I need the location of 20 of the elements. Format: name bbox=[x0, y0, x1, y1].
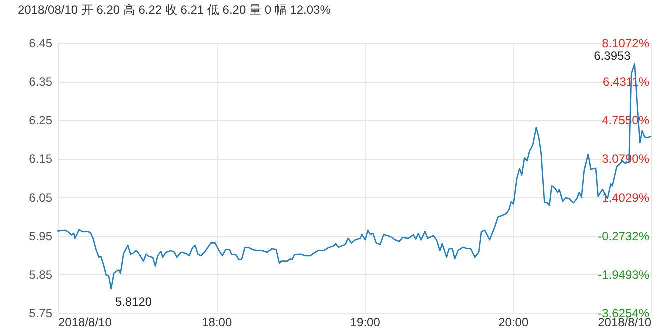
x-tick-label: 2018/8/10 bbox=[58, 316, 112, 330]
x-tick-label: 18:00 bbox=[202, 316, 232, 330]
annotation: 6.3953 bbox=[594, 49, 632, 64]
y-tick-label: 6.35 bbox=[29, 75, 53, 90]
y-tick-label: 5.95 bbox=[29, 229, 53, 244]
y-tick-label: 6.05 bbox=[29, 190, 53, 205]
y-tick-label: 6.15 bbox=[29, 152, 53, 166]
line-series bbox=[57, 63, 652, 290]
y2-tick-label: -0.2732% bbox=[598, 229, 650, 244]
chart-title: 2018/08/10 开 6.20 高 6.22 收 6.21 低 6.20 量 0 幅 12.03% bbox=[18, 3, 332, 17]
y2-tick-label: -1.9493% bbox=[598, 268, 650, 282]
annotation: 5.8120 bbox=[115, 295, 152, 310]
y-tick-label: 6.45 bbox=[29, 36, 53, 50]
y-tick-label: 5.75 bbox=[29, 306, 53, 320]
y-tick-label: 6.25 bbox=[29, 114, 53, 128]
y-tick-label: 5.85 bbox=[29, 268, 53, 282]
x-tick-label: 19:00 bbox=[350, 316, 381, 330]
x-tick-label: 20:00 bbox=[498, 316, 529, 330]
y2-tick-label: 8.1072% bbox=[602, 36, 650, 50]
y2-tick-label: 1.4029% bbox=[602, 190, 650, 205]
